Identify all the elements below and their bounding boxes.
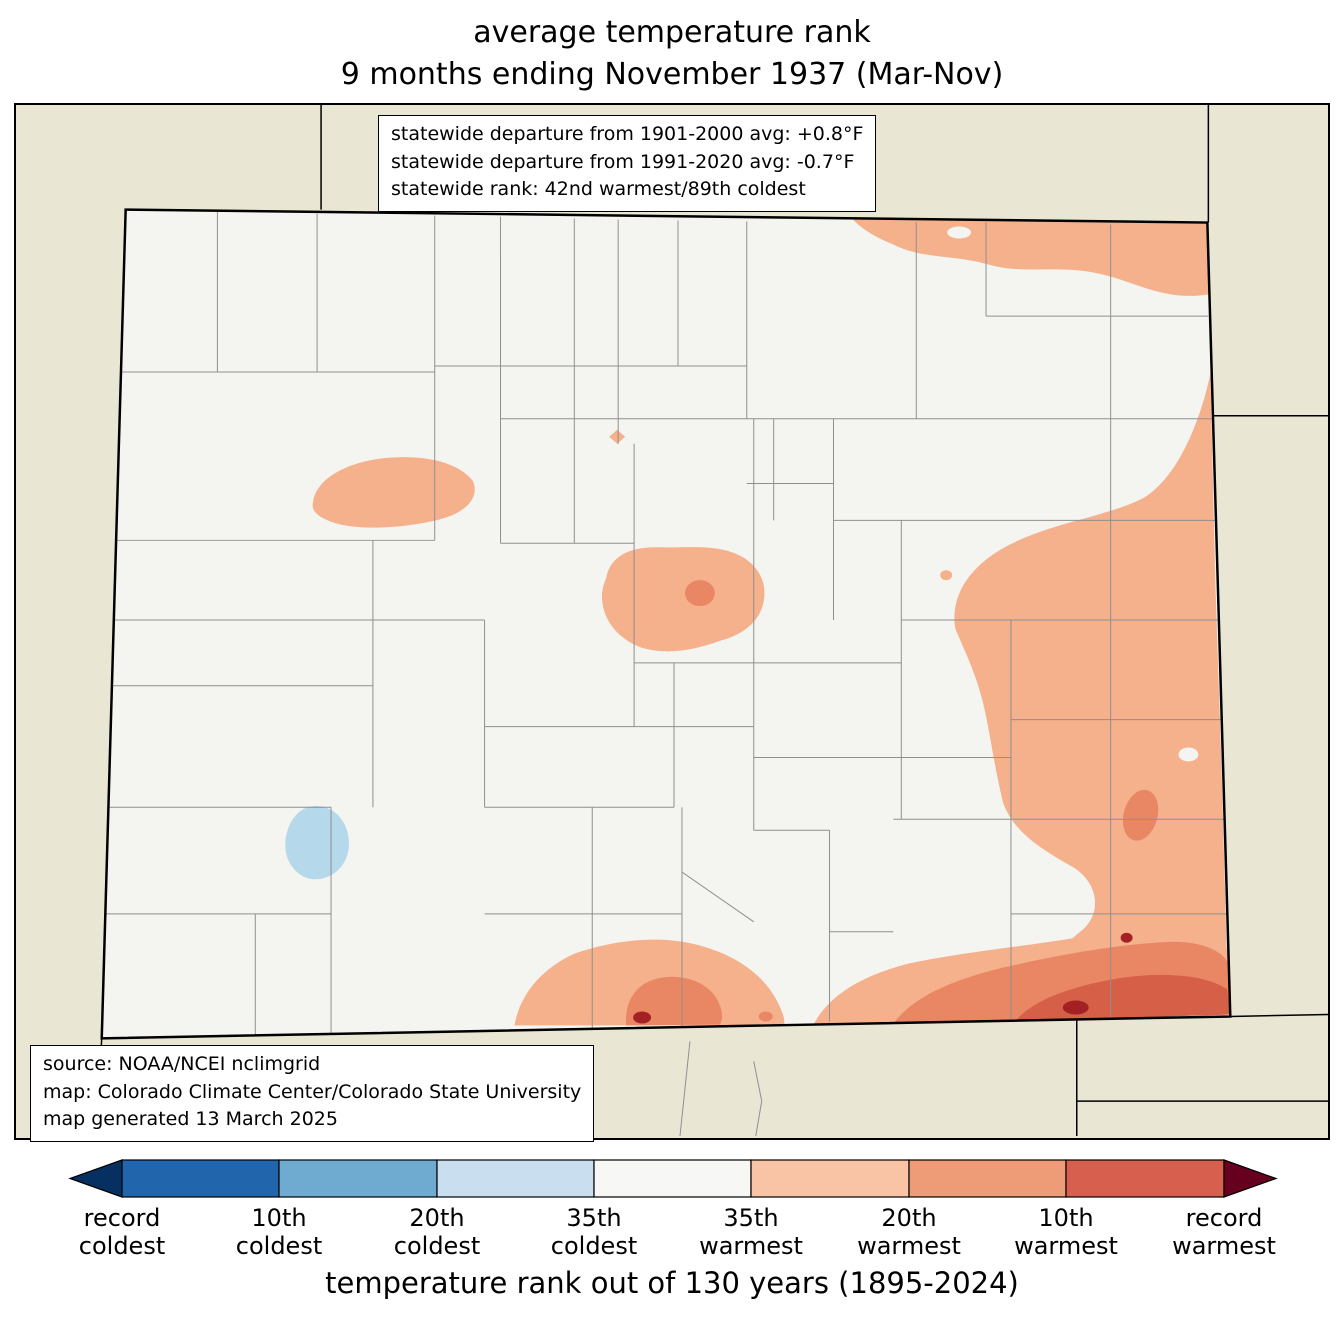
warm-speck-south-border (758, 1011, 773, 1022)
stat-rank: statewide rank: 42nd warmest/89th coldes… (391, 178, 806, 201)
warm-speck-north-central (609, 429, 626, 444)
neighbor-state-borders (95, 105, 1328, 1137)
colorado-state-border (100, 208, 1232, 1040)
stat-departure-1991-2020: statewide departure from 1991-2020 avg: … (391, 150, 855, 173)
legend-label-20th-coldest: 20th coldest (393, 1204, 481, 1261)
out-of-state-county-lines (679, 1041, 763, 1137)
legend-label-20th-warmest: 20th warmest (857, 1204, 961, 1261)
record-warm-spot-southeast-small (1120, 932, 1133, 943)
warm-region-eastern-plains (954, 373, 1229, 1020)
warm-blob-central (601, 547, 765, 652)
legend-label-10th-warmest: 10th warmest (1014, 1204, 1118, 1261)
colorado-map (16, 105, 1328, 1138)
warm-core-south-central (625, 976, 723, 1026)
legend-label-record-warmest: record warmest (1172, 1204, 1276, 1261)
warm-blob-northwest (312, 457, 475, 528)
colorbar-caption: temperature rank out of 130 years (1895-… (325, 1266, 1019, 1300)
title-line-1: average temperature rank (473, 15, 871, 50)
warm-blob-east-darker (1122, 789, 1159, 841)
rank-colorbar (68, 1159, 1278, 1198)
colorbar-seg-35th-warmest (750, 1159, 910, 1198)
colorbar-arrow-record-coldest (68, 1159, 123, 1198)
cool-blob-southwest (285, 806, 349, 880)
map-credit-line: map: Colorado Climate Center/Colorado St… (43, 1080, 582, 1103)
rank-shading-layer (103, 211, 1231, 1037)
statewide-stats-box: statewide departure from 1901-2000 avg: … (378, 115, 877, 212)
page-title: average temperature rank 9 months ending… (0, 12, 1344, 96)
map-frame: statewide departure from 1901-2000 avg: … (14, 103, 1330, 1142)
legend-label-35th-warmest: 35th warmest (699, 1204, 803, 1261)
record-warm-spot-southeast (1062, 1000, 1089, 1015)
colorbar-seg-20th-coldest (278, 1159, 438, 1198)
warm-band-north-border (851, 217, 1210, 296)
colorbar-seg-35th-coldest (436, 1159, 595, 1198)
source-line: source: NOAA/NCEI nclimgrid (43, 1053, 321, 1075)
white-hole-eastern-region (1178, 747, 1199, 762)
colorbar-seg-10th-warmest (1065, 1159, 1225, 1198)
legend-label-record-coldest: record coldest (78, 1204, 166, 1261)
colorbar-arrow-record-warmest (1223, 1159, 1278, 1198)
map-generated-line: map generated 13 March 2025 (43, 1108, 338, 1131)
warm-speck-east-central (940, 570, 953, 581)
legend-label-10th-coldest: 10th coldest (235, 1204, 323, 1261)
title-line-2: 9 months ending November 1937 (Mar-Nov) (340, 57, 1004, 92)
stat-departure-1901-2000: statewide departure from 1901-2000 avg: … (391, 123, 864, 145)
source-box: source: NOAA/NCEI nclimgrid map: Colorad… (30, 1045, 595, 1142)
county-boundaries (103, 211, 1228, 1037)
colorbar-seg-neutral (593, 1159, 752, 1198)
colorbar-seg-10th-coldest (121, 1159, 280, 1198)
legend-label-35th-coldest: 35th coldest (550, 1204, 638, 1261)
white-notch-north-band (947, 226, 972, 239)
warm-core-central (684, 580, 715, 607)
colorbar-seg-20th-warmest (908, 1159, 1067, 1198)
record-warm-spot-south-central (633, 1011, 652, 1024)
